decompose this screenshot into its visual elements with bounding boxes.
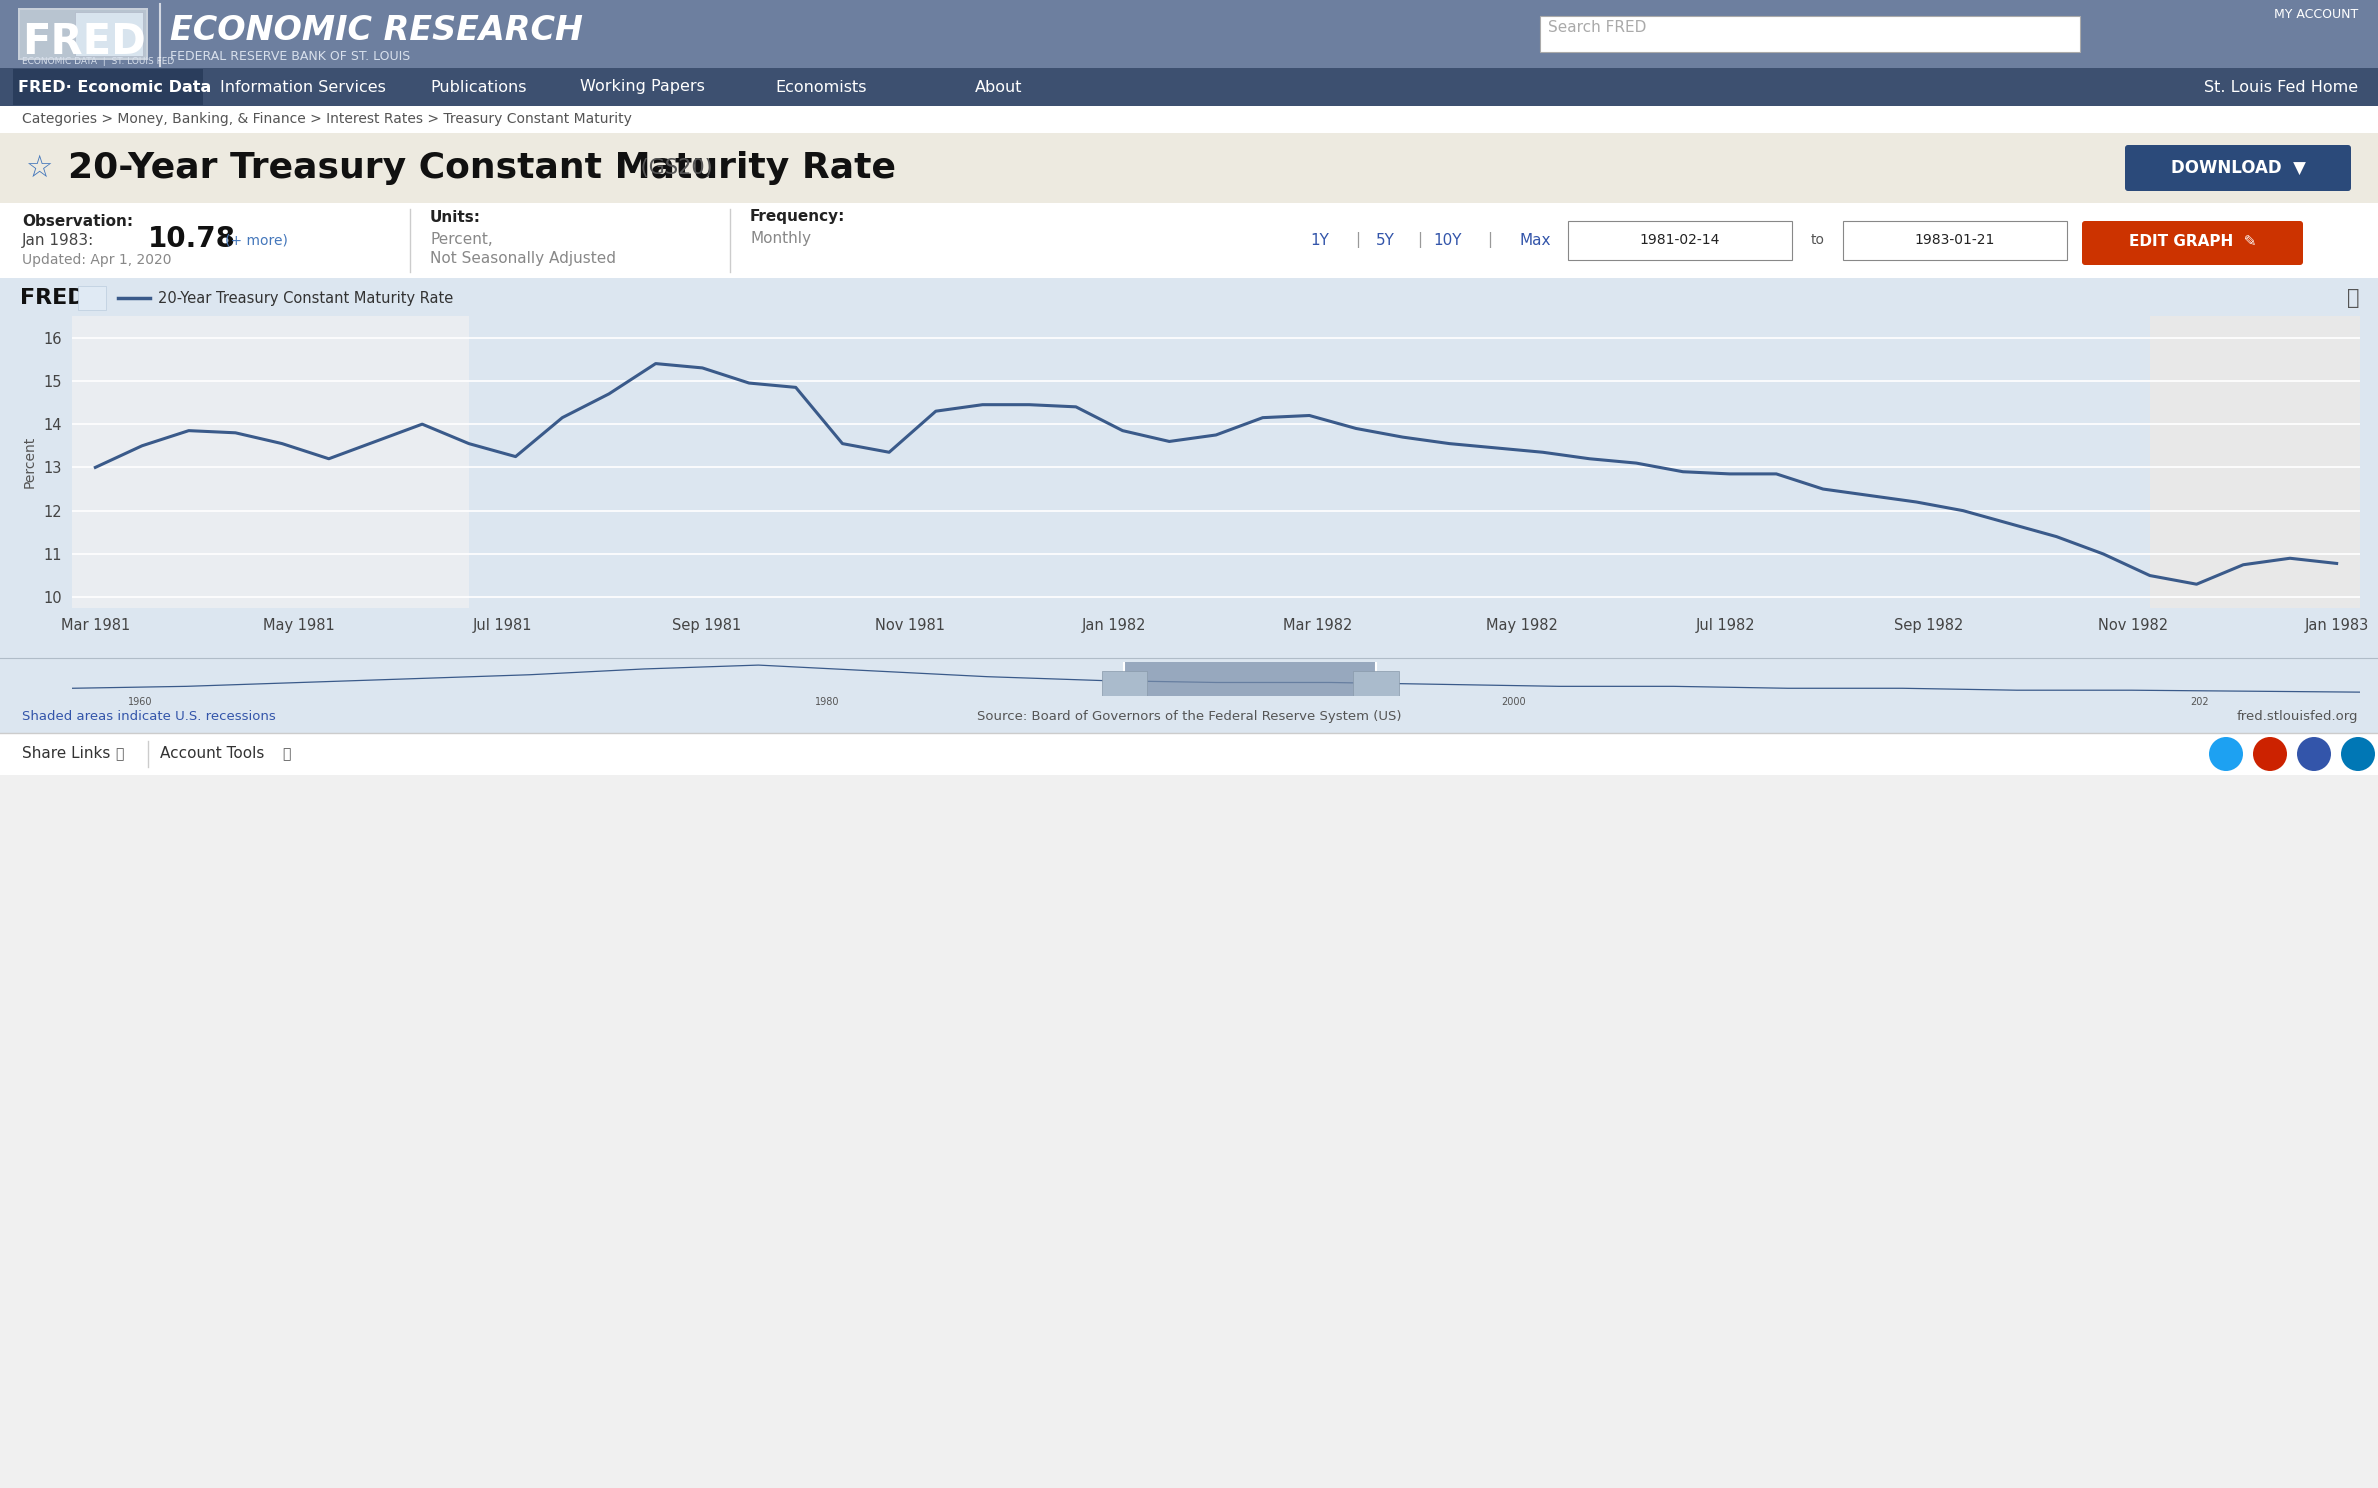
Text: Units:: Units: — [430, 210, 480, 225]
Bar — [2150, 315, 2359, 609]
Bar — [0, 278, 2378, 658]
Text: 👤: 👤 — [283, 747, 290, 760]
Text: ☆: ☆ — [26, 153, 52, 183]
Text: 2000: 2000 — [1501, 696, 1527, 707]
Text: 5Y: 5Y — [1374, 234, 1394, 248]
Bar — [468, 315, 2150, 609]
Text: 1983-01-21: 1983-01-21 — [1914, 234, 1995, 247]
FancyBboxPatch shape — [1843, 222, 2066, 260]
Text: Search FRED: Search FRED — [1548, 21, 1646, 36]
Text: 20-Year Treasury Constant Maturity Rate: 20-Year Treasury Constant Maturity Rate — [69, 150, 897, 185]
Bar — [0, 0, 2378, 68]
Text: |: | — [1417, 232, 1422, 248]
Text: (+ more): (+ more) — [226, 234, 288, 248]
Bar — [0, 202, 2378, 278]
FancyBboxPatch shape — [1567, 222, 1793, 260]
Text: Percent: Percent — [24, 436, 38, 488]
Bar — [1101, 671, 1146, 696]
Text: FRED· Economic Data: FRED· Economic Data — [19, 79, 212, 95]
Text: Share Links: Share Links — [21, 747, 109, 762]
Bar — [0, 699, 2378, 734]
Text: Economists: Economists — [775, 79, 866, 95]
Bar — [1125, 662, 1377, 696]
Text: Updated: Apr 1, 2020: Updated: Apr 1, 2020 — [21, 253, 171, 266]
Bar — [71, 315, 468, 609]
Text: |: | — [1355, 232, 1360, 248]
Text: FRED: FRED — [19, 289, 86, 308]
Bar — [78, 286, 107, 310]
Text: Not Seasonally Adjusted: Not Seasonally Adjusted — [430, 251, 616, 266]
Text: Information Services: Information Services — [221, 79, 385, 95]
Circle shape — [2340, 737, 2376, 771]
Text: ⛶: ⛶ — [2347, 289, 2359, 308]
Text: fred.stlouisfed.org: fred.stlouisfed.org — [2235, 710, 2359, 723]
Text: Working Papers: Working Papers — [580, 79, 704, 95]
Bar — [19, 7, 147, 60]
Text: ECONOMIC DATA  |  ST. LOUIS FED: ECONOMIC DATA | ST. LOUIS FED — [21, 58, 174, 67]
Text: 🔗: 🔗 — [114, 747, 124, 760]
Text: FEDERAL RESERVE BANK OF ST. LOUIS: FEDERAL RESERVE BANK OF ST. LOUIS — [169, 49, 411, 62]
Text: 10.78: 10.78 — [147, 225, 235, 253]
Bar — [0, 106, 2378, 132]
Bar — [76, 12, 143, 57]
Text: 1981-02-14: 1981-02-14 — [1641, 234, 1719, 247]
Text: 10Y: 10Y — [1434, 234, 1462, 248]
Text: St. Louis Fed Home: St. Louis Fed Home — [2204, 79, 2359, 95]
Text: Monthly: Monthly — [749, 232, 811, 247]
Circle shape — [2252, 737, 2288, 771]
Text: Max: Max — [1520, 234, 1550, 248]
Circle shape — [2209, 737, 2242, 771]
FancyBboxPatch shape — [2083, 222, 2302, 265]
Text: Percent,: Percent, — [430, 232, 492, 247]
Bar — [0, 68, 2378, 106]
Bar — [1353, 671, 1398, 696]
Bar — [71, 315, 468, 609]
Text: Jan 1983:: Jan 1983: — [21, 234, 95, 248]
Bar — [0, 658, 2378, 699]
Bar — [0, 775, 2378, 1488]
Text: Account Tools: Account Tools — [159, 747, 264, 762]
Bar — [1541, 16, 2081, 52]
Text: to: to — [1812, 234, 1824, 247]
Circle shape — [2297, 737, 2330, 771]
Text: MY ACCOUNT: MY ACCOUNT — [2273, 7, 2359, 21]
Text: ECONOMIC RESEARCH: ECONOMIC RESEARCH — [169, 13, 583, 46]
Text: 1Y: 1Y — [1310, 234, 1329, 248]
Text: Frequency:: Frequency: — [749, 210, 844, 225]
Text: Observation:: Observation: — [21, 213, 133, 229]
Text: Shaded areas indicate U.S. recessions: Shaded areas indicate U.S. recessions — [21, 710, 276, 723]
Text: About: About — [975, 79, 1023, 95]
Bar — [12, 68, 202, 106]
Text: FRED: FRED — [21, 21, 145, 62]
Text: (GS20): (GS20) — [633, 158, 713, 179]
FancyBboxPatch shape — [2126, 144, 2352, 190]
Text: 20-Year Treasury Constant Maturity Rate: 20-Year Treasury Constant Maturity Rate — [157, 290, 454, 305]
Text: Categories > Money, Banking, & Finance > Interest Rates > Treasury Constant Matu: Categories > Money, Banking, & Finance >… — [21, 113, 633, 126]
Text: 1960: 1960 — [128, 696, 152, 707]
Bar — [0, 734, 2378, 775]
Text: Source: Board of Governors of the Federal Reserve System (US): Source: Board of Governors of the Federa… — [977, 710, 1401, 723]
Text: 202: 202 — [2190, 696, 2209, 707]
Text: EDIT GRAPH  ✎: EDIT GRAPH ✎ — [2128, 235, 2257, 250]
Bar — [0, 132, 2378, 202]
Text: Publications: Publications — [430, 79, 526, 95]
Text: DOWNLOAD  ▼: DOWNLOAD ▼ — [2171, 159, 2304, 177]
Text: |: | — [1486, 232, 1493, 248]
Bar — [19, 10, 145, 58]
Text: 1980: 1980 — [816, 696, 839, 707]
